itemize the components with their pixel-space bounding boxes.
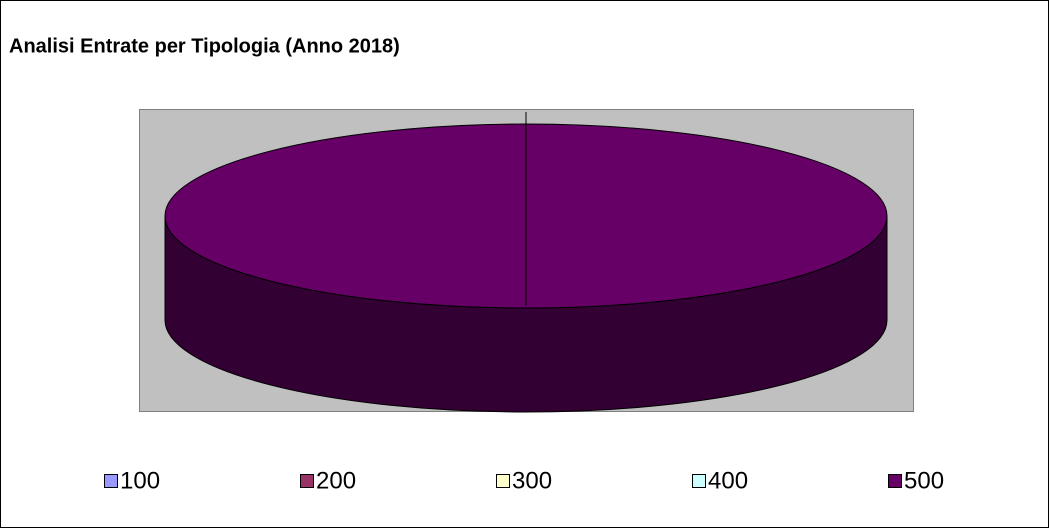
legend-label: 500 [904,467,944,494]
legend-label: 400 [708,467,748,494]
legend-label: 100 [120,467,160,494]
legend-label: 300 [512,467,552,494]
legend-swatch [692,474,706,488]
legend-label: 200 [316,467,356,494]
legend-swatch [496,474,510,488]
legend-swatch [104,474,118,488]
legend-swatch [888,474,902,488]
chart-title: Analisi Entrate per Tipologia (Anno 2018… [9,35,400,57]
legend-swatch [300,474,314,488]
